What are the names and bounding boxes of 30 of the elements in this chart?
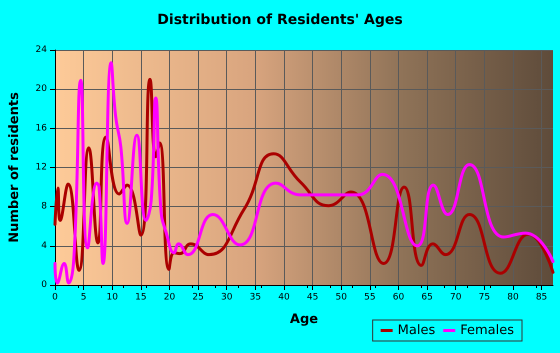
x-tick-label: 35: [250, 292, 262, 302]
x-tick-label: 0: [52, 292, 58, 302]
y-tick-label: 24: [36, 45, 48, 55]
x-tick-label: 25: [192, 292, 204, 302]
y-tick-label: 20: [36, 84, 48, 94]
x-tick-label: 70: [450, 292, 462, 302]
chart-title: Distribution of Residents' Ages: [157, 12, 403, 28]
y-tick-label: 12: [36, 162, 47, 172]
legend-label: Females: [460, 323, 514, 338]
x-tick-label: 5: [80, 292, 86, 302]
y-tick-label: 8: [41, 202, 48, 212]
y-axis-title: Number of residents: [7, 92, 22, 243]
y-tick-label: 16: [36, 123, 48, 134]
x-tick-label: 65: [421, 292, 433, 302]
x-tick-label: 45: [306, 292, 318, 302]
legend-label: Males: [398, 323, 436, 338]
y-tick-label: 0: [41, 280, 48, 290]
x-tick-label: 15: [135, 292, 147, 302]
x-tick-label: 40: [278, 292, 290, 302]
x-tick-label: 60: [392, 292, 404, 302]
y-tick-label: 4: [41, 240, 48, 251]
x-tick-label: 55: [364, 292, 376, 302]
x-tick-label: 10: [106, 292, 118, 302]
x-tick-label: 30: [221, 292, 233, 302]
x-tick-label: 75: [478, 292, 490, 302]
x-tick-label: 80: [507, 292, 519, 302]
x-axis-title: Age: [290, 312, 318, 327]
x-tick-label: 50: [335, 292, 348, 302]
x-tick-label: 20: [164, 292, 176, 302]
x-tick-label: 85: [536, 292, 548, 302]
